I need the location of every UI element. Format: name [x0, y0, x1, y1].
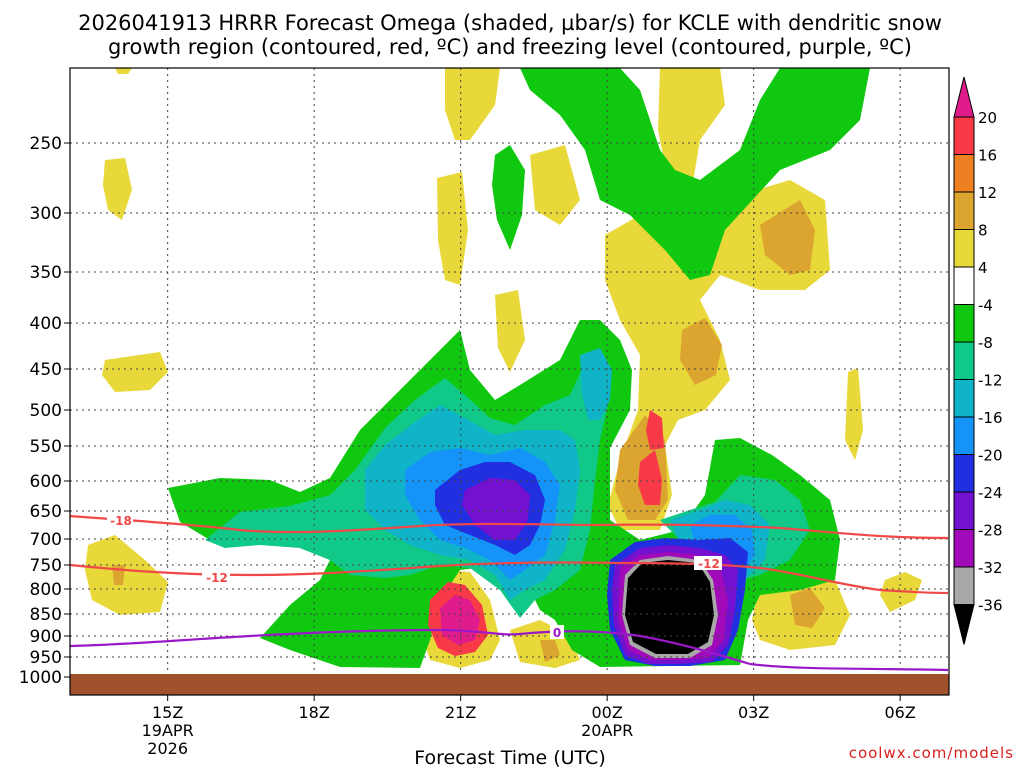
colorbar-label: -8 [978, 334, 993, 352]
y-tick-label: 650 [30, 502, 62, 522]
colorbar-swatch [953, 416, 975, 455]
colorbar-label: -24 [978, 484, 1003, 502]
colorbar-label: 12 [978, 184, 997, 202]
y-tick-label: 400 [30, 314, 62, 334]
colorbar-label: -32 [978, 559, 1003, 577]
grid-lines [70, 68, 949, 695]
y-tick-label: 600 [30, 472, 62, 492]
colorbar-label: -4 [978, 297, 993, 315]
x-tick-label: 00Z [592, 703, 623, 722]
y-tick-label: 450 [30, 360, 62, 380]
x-tick-date: 20APR [581, 721, 633, 740]
y-tick-label: 800 [30, 580, 62, 600]
y-tick-label: 700 [30, 530, 62, 550]
colorbar-label: 8 [978, 222, 988, 240]
contour-label-freezing: 0 [553, 626, 561, 640]
colorbar-label: 16 [978, 147, 997, 165]
colorbar-label: 20 [978, 109, 997, 127]
y-tick-label: 500 [30, 401, 62, 421]
colorbar-swatch [953, 454, 975, 493]
x-tick-label: 15Z [152, 703, 183, 722]
colorbar-swatch [953, 266, 975, 305]
y-tick-label: 350 [30, 263, 62, 283]
y-tick-label: 250 [30, 134, 62, 154]
y-tick-label: 550 [30, 437, 62, 457]
colorbar-swatch [953, 566, 975, 605]
omega-region-neg36 [625, 560, 714, 654]
contour-minus12 [70, 561, 949, 595]
y-tick-label: 950 [30, 648, 62, 668]
y-tick-label: 750 [30, 556, 62, 576]
y-tick-label: 900 [30, 627, 62, 647]
ground-fill [70, 674, 949, 695]
colorbar-swatch [953, 529, 975, 568]
colorbar-swatch [953, 191, 975, 230]
x-tick-year: 2026 [147, 739, 188, 758]
colorbar-top-arrow [953, 76, 975, 118]
x-axis-label: Forecast Time (UTC) [414, 747, 605, 768]
omega-region-20 [440, 595, 480, 645]
x-tick-date: 19APR [142, 721, 194, 740]
contour-minus18 [70, 514, 949, 540]
colorbar-swatch [953, 116, 975, 155]
colorbar-swatch [953, 491, 975, 530]
x-tick-label: 06Z [885, 703, 916, 722]
colorbar: 20 16 12 8 4 -4 -8 -12 -16 -20 -24 -28 -32 -36 [953, 76, 1003, 645]
contour-freezing [70, 628, 949, 672]
colorbar-bottom-arrow [953, 604, 975, 645]
colorbar-label: -12 [978, 372, 1003, 390]
x-tick-label: 18Z [299, 703, 330, 722]
colorbar-swatch [953, 379, 975, 418]
y-tick-label: 850 [30, 605, 62, 625]
colorbar-label: -16 [978, 409, 1003, 427]
y-tick-label: 1000 [19, 668, 62, 688]
colorbar-swatch [953, 229, 975, 268]
x-tick-label: 21Z [445, 703, 476, 722]
colorbar-label: -20 [978, 447, 1003, 465]
credit-text: coolwx.com/models [849, 744, 1014, 762]
colorbar-swatch [953, 154, 975, 193]
chart-title-line2: growth region (contoured, red, ºC) and f… [108, 35, 912, 59]
contour-label-minus12-left: -12 [206, 571, 228, 585]
y-tick-label: 300 [30, 204, 62, 224]
x-tick-label: 03Z [738, 703, 769, 722]
colorbar-swatch [953, 304, 975, 343]
colorbar-label: -28 [978, 522, 1003, 540]
contour-label-minus12-right: -12 [698, 557, 720, 571]
chart-title-line1: 2026041913 HRRR Forecast Omega (shaded, … [78, 11, 942, 35]
colorbar-label: 4 [978, 259, 988, 277]
contour-label-minus18: -18 [110, 514, 132, 528]
colorbar-label: -36 [978, 597, 1003, 615]
colorbar-swatch [953, 341, 975, 380]
plot-frame [69, 67, 950, 696]
y-axis: 2503003504004505005506006507007508008509… [19, 134, 70, 688]
